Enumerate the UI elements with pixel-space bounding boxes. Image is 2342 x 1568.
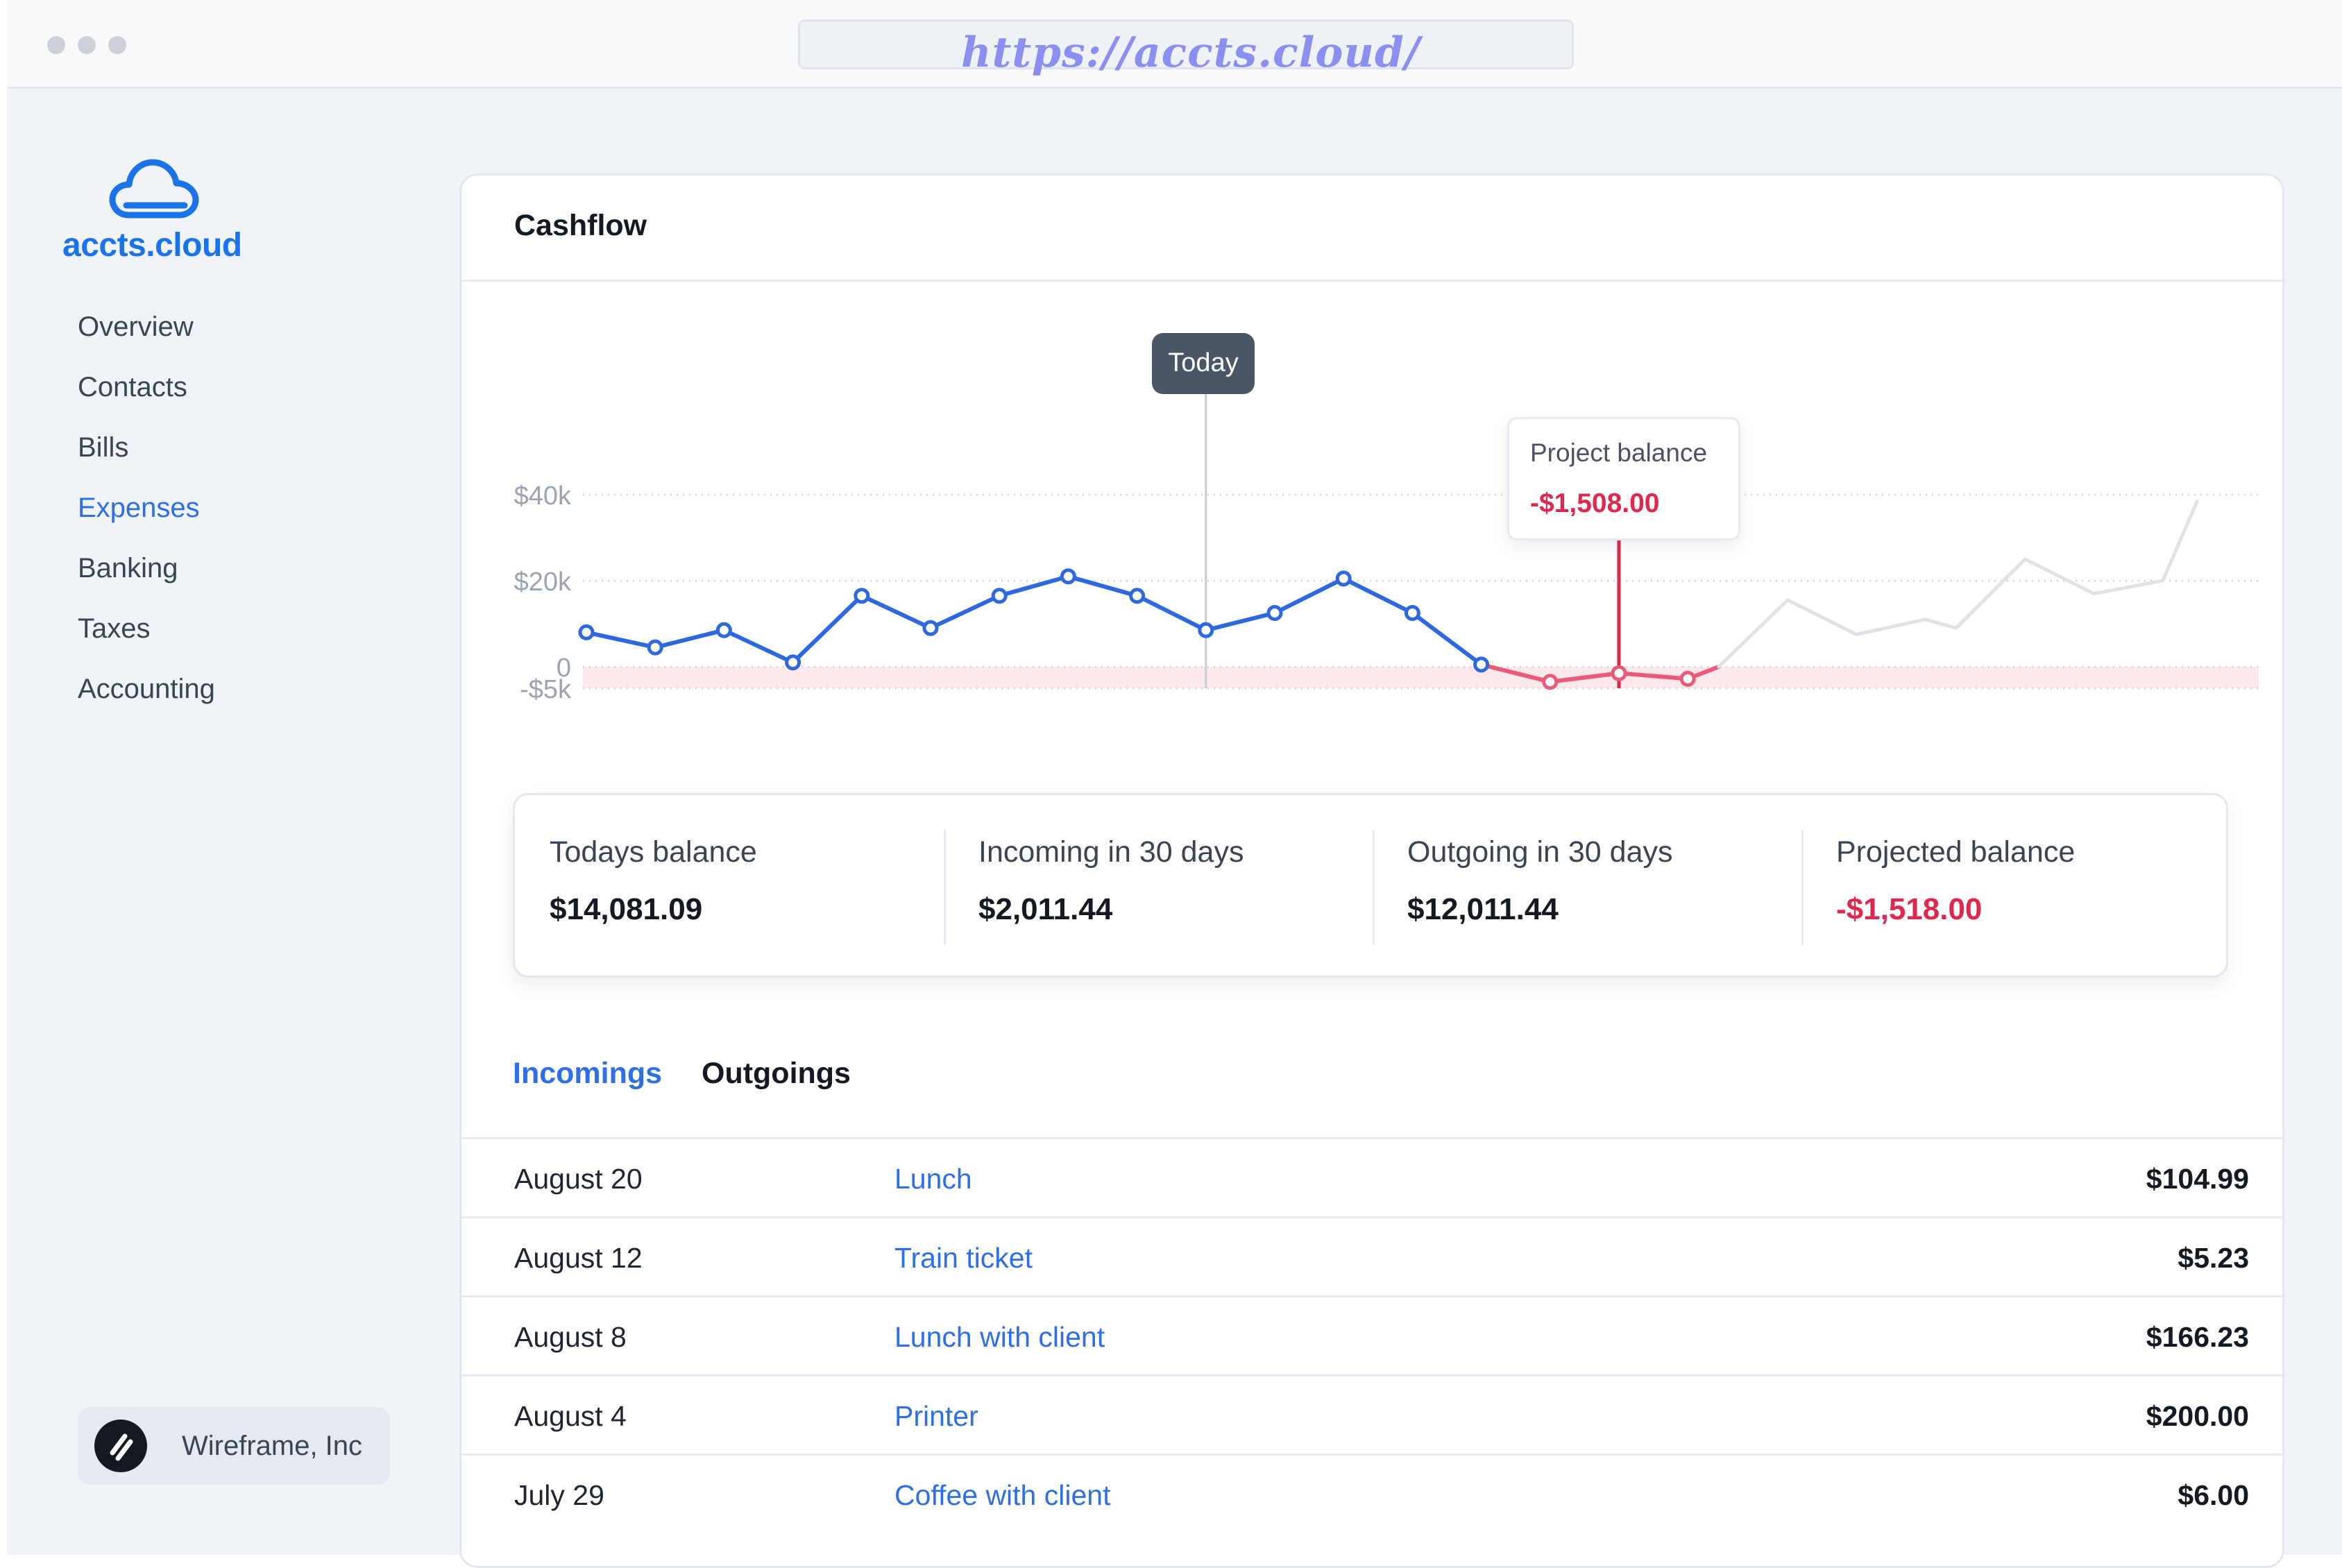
app: accts.cloud Overview Contacts Bills Expe… bbox=[7, 89, 2342, 1568]
data-point bbox=[647, 639, 663, 656]
series-line-actual bbox=[584, 574, 1484, 667]
organization-avatar bbox=[94, 1420, 147, 1472]
stat-value: -$1,518.00 bbox=[1836, 892, 1983, 926]
row-description-link[interactable]: Lunch bbox=[894, 1163, 972, 1195]
transaction-list: August 20 Lunch $104.99 August 12 Train … bbox=[461, 1137, 2282, 1533]
negative-balance-zone bbox=[583, 667, 2259, 688]
data-point bbox=[1404, 605, 1420, 621]
y-tick-label: $40k bbox=[514, 482, 572, 511]
data-point bbox=[1129, 588, 1146, 604]
today-label: Today bbox=[1152, 333, 1255, 394]
table-row[interactable]: August 12 Train ticket $5.23 bbox=[461, 1216, 2282, 1295]
row-date: August 8 bbox=[514, 1321, 627, 1353]
y-tick-label: 0 bbox=[557, 654, 571, 683]
data-point bbox=[1198, 622, 1214, 638]
sidebar-item-contacts[interactable]: Contacts bbox=[78, 372, 187, 402]
sidebar-item-taxes[interactable]: Taxes bbox=[78, 613, 151, 644]
row-description-link[interactable]: Lunch with client bbox=[894, 1321, 1105, 1353]
row-date: July 29 bbox=[514, 1479, 604, 1511]
y-tick-label: -$5k bbox=[520, 675, 572, 704]
row-amount: $104.99 bbox=[2146, 1163, 2249, 1195]
stat-divider bbox=[1801, 830, 1804, 945]
row-date: August 12 bbox=[514, 1242, 643, 1274]
sidebar-item-banking[interactable]: Banking bbox=[78, 553, 178, 583]
data-point bbox=[715, 622, 732, 638]
sidebar-item-accounting[interactable]: Accounting bbox=[78, 674, 215, 704]
sidebar-nav: Overview Contacts Bills Expenses Banking… bbox=[78, 297, 215, 719]
window-dot-close[interactable] bbox=[47, 36, 65, 54]
data-point bbox=[1611, 665, 1627, 681]
cashflow-card: Cashflow $40k $20k 0 -$5k Today Project bal… bbox=[459, 173, 2284, 1568]
card-divider bbox=[461, 280, 2282, 282]
balance-summary: Todays balance $14,081.09 Incoming in 30… bbox=[513, 793, 2228, 978]
window-dot-minimize[interactable] bbox=[78, 36, 96, 54]
stat-projected-balance: Projected balance -$1,518.00 bbox=[1801, 795, 2230, 975]
stat-label: Projected balance bbox=[1836, 835, 2076, 869]
sidebar-item-expenses[interactable]: Expenses bbox=[78, 493, 200, 523]
y-tick-label: $20k bbox=[514, 568, 572, 597]
data-point bbox=[785, 654, 801, 671]
projected-balance-tooltip: Project balance -$1,508.00 bbox=[1507, 417, 1740, 540]
data-point bbox=[1679, 670, 1696, 687]
row-amount: $166.23 bbox=[2146, 1321, 2249, 1353]
data-point bbox=[1266, 605, 1283, 621]
address-bar-url: https://accts.cloud/ bbox=[961, 28, 1420, 77]
sidebar-item-overview[interactable]: Overview bbox=[78, 312, 194, 342]
row-amount: $6.00 bbox=[2178, 1479, 2249, 1511]
window-dot-maximize[interactable] bbox=[108, 36, 126, 54]
stat-value: $14,081.09 bbox=[550, 892, 703, 926]
tooltip-label: Project balance bbox=[1530, 438, 1708, 467]
stat-incoming: Incoming in 30 days $2,011.44 bbox=[944, 795, 1373, 975]
table-row[interactable]: July 29 Coffee with client $6.00 bbox=[461, 1454, 2282, 1533]
stat-value: $2,011.44 bbox=[978, 892, 1113, 926]
stat-divider bbox=[944, 830, 946, 945]
cashflow-chart: $40k $20k 0-$5k bbox=[514, 391, 2259, 704]
stat-outgoing: Outgoing in 30 days $12,011.44 bbox=[1373, 795, 1801, 975]
table-row[interactable]: August 4 Printer $200.00 bbox=[461, 1374, 2282, 1454]
row-description-link[interactable]: Train ticket bbox=[894, 1242, 1033, 1274]
data-point bbox=[991, 588, 1008, 604]
table-row[interactable]: August 8 Lunch with client $166.23 bbox=[461, 1295, 2282, 1374]
address-bar[interactable]: https://accts.cloud/ bbox=[798, 19, 1574, 77]
card-title: Cashflow bbox=[514, 209, 647, 242]
browser-chrome: https://accts.cloud/ bbox=[7, 0, 2342, 89]
row-date: August 4 bbox=[514, 1400, 627, 1432]
logo-text: accts.cloud bbox=[62, 227, 242, 264]
tab-incomings[interactable]: Incomings bbox=[513, 1057, 663, 1090]
data-point bbox=[854, 588, 870, 604]
window-controls bbox=[47, 36, 126, 54]
row-amount: $5.23 bbox=[2178, 1242, 2249, 1274]
stat-todays-balance: Todays balance $14,081.09 bbox=[515, 795, 944, 975]
stat-label: Outgoing in 30 days bbox=[1407, 835, 1673, 869]
stat-divider bbox=[1373, 830, 1375, 945]
organization-name: Wireframe, Inc bbox=[182, 1431, 363, 1461]
row-description-link[interactable]: Printer bbox=[894, 1400, 978, 1432]
data-point bbox=[1542, 674, 1559, 690]
wireframe-logo-icon bbox=[110, 1433, 133, 1461]
stat-label: Todays balance bbox=[550, 835, 757, 869]
row-description-link[interactable]: Coffee with client bbox=[894, 1479, 1111, 1511]
organization-switcher[interactable]: Wireframe, Inc bbox=[78, 1407, 390, 1485]
data-point bbox=[922, 620, 939, 636]
sidebar-item-bills[interactable]: Bills bbox=[78, 432, 129, 463]
tooltip-value: -$1,508.00 bbox=[1530, 488, 1660, 518]
row-date: August 20 bbox=[514, 1163, 643, 1195]
data-point bbox=[1060, 568, 1076, 585]
stat-label: Incoming in 30 days bbox=[978, 835, 1244, 869]
row-amount: $200.00 bbox=[2146, 1400, 2249, 1432]
data-point bbox=[1335, 570, 1352, 587]
cloud-icon bbox=[109, 159, 199, 219]
table-row[interactable]: August 20 Lunch $104.99 bbox=[461, 1137, 2282, 1216]
series-line-projected bbox=[1717, 499, 2199, 669]
stat-value: $12,011.44 bbox=[1407, 892, 1559, 926]
data-point bbox=[578, 624, 595, 640]
tab-outgoings[interactable]: Outgoings bbox=[702, 1057, 851, 1090]
data-point bbox=[1473, 656, 1490, 673]
